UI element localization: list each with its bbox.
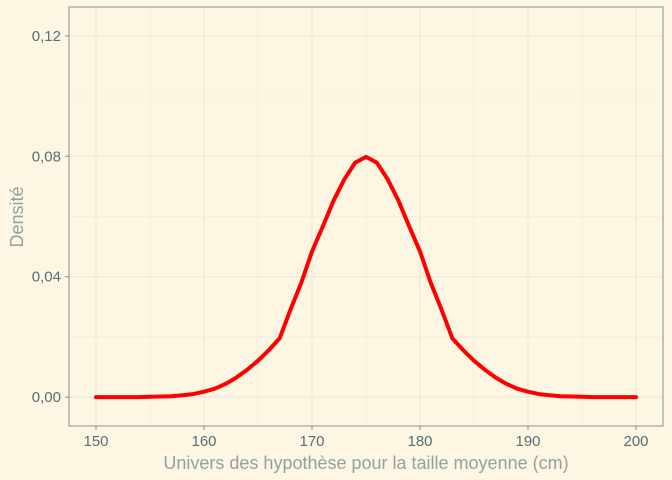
y-tick-label: 0,04 bbox=[32, 269, 61, 286]
y-axis-ticks: 0,00 0,04 0,08 0,12 bbox=[32, 28, 69, 406]
panel-border bbox=[68, 6, 664, 427]
y-tick-label: 0,12 bbox=[32, 28, 61, 45]
x-axis-title: Univers des hypothèse pour la taille moy… bbox=[163, 453, 568, 473]
y-tick-label: 0,00 bbox=[32, 389, 61, 406]
y-tick-label: 0,08 bbox=[32, 148, 61, 165]
x-tick-label: 150 bbox=[83, 433, 108, 450]
x-tick-label: 180 bbox=[407, 433, 432, 450]
x-tick-label: 200 bbox=[623, 433, 648, 450]
density-curve-line bbox=[94, 154, 638, 400]
x-tick-label: 160 bbox=[191, 433, 216, 450]
x-tick-label: 190 bbox=[515, 433, 540, 450]
series-layer bbox=[94, 154, 638, 400]
x-axis-ticks: 150 160 170 180 190 200 bbox=[83, 426, 649, 450]
x-tick-label: 170 bbox=[299, 433, 324, 450]
minor-gridlines bbox=[69, 7, 663, 426]
y-axis-title: Densité bbox=[7, 186, 27, 247]
